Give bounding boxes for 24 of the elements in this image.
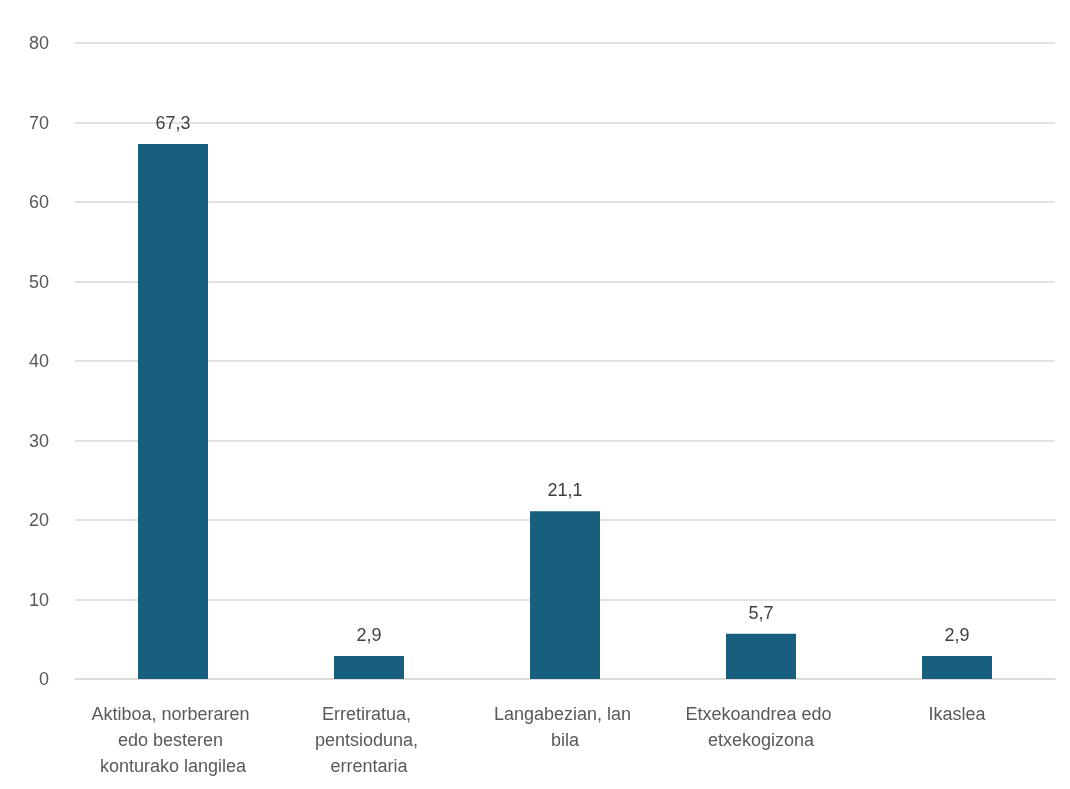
- data-label: 5,7: [748, 602, 774, 623]
- y-tick-label: 50: [28, 271, 49, 292]
- data-label: 21,1: [547, 480, 583, 501]
- bar: [138, 143, 208, 679]
- x-tick-label: Aktiboa, norberaren edo besteren konturako langilea: [91, 704, 255, 776]
- data-label: 67,3: [155, 112, 191, 133]
- y-tick-label: 0: [38, 669, 49, 689]
- x-tick-label: Erretiratua, pentsioduna, errentaria: [314, 704, 424, 776]
- y-tick-label: 20: [28, 510, 49, 530]
- y-tick-label: 80: [28, 33, 49, 53]
- x-tick-label: Etxekoandrea edo etxekogizona: [685, 704, 837, 750]
- y-tick-label: 70: [28, 112, 49, 133]
- y-tick-label: 30: [28, 430, 49, 451]
- bar: [530, 511, 600, 679]
- bar: [726, 633, 796, 679]
- x-tick-label: Ikaslea: [928, 704, 987, 724]
- y-tick-label: 40: [28, 351, 49, 371]
- data-label: 2,9: [356, 624, 382, 645]
- y-tick-label: 60: [28, 192, 49, 212]
- y-tick-label: 10: [28, 589, 49, 610]
- bar: [334, 655, 404, 679]
- data-label: 2,9: [944, 624, 970, 645]
- bar: [922, 655, 992, 679]
- x-tick-label: Langabezian, lan bila: [493, 704, 637, 750]
